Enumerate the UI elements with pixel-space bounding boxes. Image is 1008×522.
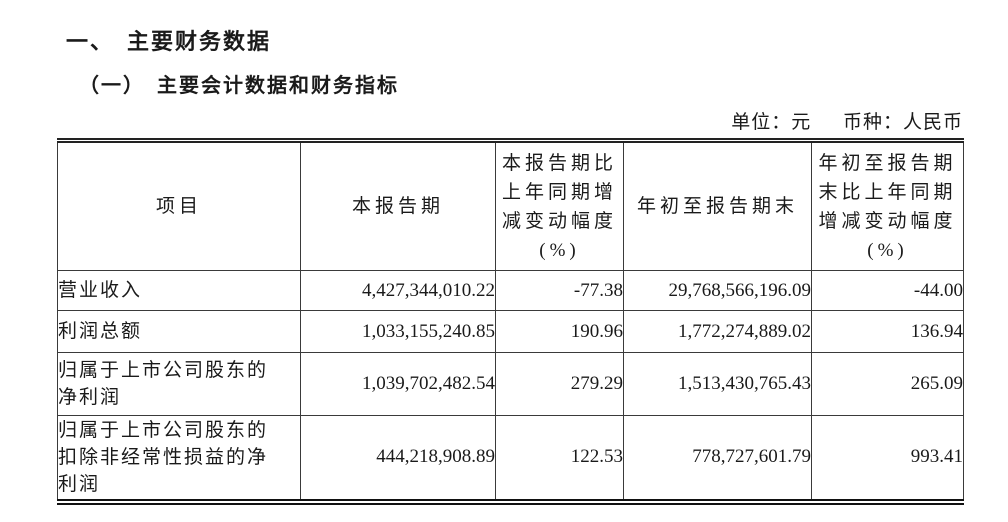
cell-year-to-date-change: 993.41 <box>811 415 964 502</box>
cell-current-period: 1,039,702,482.54 <box>300 352 496 416</box>
cell-current-period-change: 190.96 <box>495 310 624 353</box>
currency-label: 币种：人民币 <box>842 112 963 133</box>
row-item-label: 营业收入 <box>57 270 301 311</box>
table-row: 归属于上市公司股东的 扣除非经常性损益的净 利润 444,218,908.89 … <box>57 415 964 502</box>
cell-year-to-date-change: -44.00 <box>811 270 964 311</box>
unit-currency-line: 单位：元 币种：人民币 <box>57 107 963 134</box>
header-current-period: 本报告期 <box>300 140 496 271</box>
table-row: 营业收入 4,427,344,010.22 -77.38 29,768,566,… <box>57 270 964 311</box>
cell-year-to-date-change: 136.94 <box>811 310 964 353</box>
cell-current-period-change: 122.53 <box>495 415 624 502</box>
cell-year-to-date-change: 265.09 <box>811 352 964 416</box>
header-year-to-date-change: 年初至报告期 末比上年同期 增减变动幅度 (%) <box>811 140 964 271</box>
row-item-label: 利润总额 <box>57 310 301 353</box>
header-year-to-date: 年初至报告期末 <box>623 140 812 271</box>
header-item: 项目 <box>57 140 301 271</box>
section-title: 一、 主要财务数据 <box>66 29 272 54</box>
table-header-row: 项目 本报告期 本报告期比 上年同期增 减变动幅度 (%) 年初至报告期末 年初… <box>57 140 964 271</box>
unit-label: 单位：元 <box>731 112 812 133</box>
table-row: 归属于上市公司股东的 净利润 1,039,702,482.54 279.29 1… <box>57 352 964 416</box>
cell-current-period-change: 279.29 <box>495 352 624 416</box>
cell-year-to-date: 1,772,274,889.02 <box>623 310 812 353</box>
subsection-title: （一） 主要会计数据和财务指标 <box>79 75 399 97</box>
cell-year-to-date: 29,768,566,196.09 <box>623 270 812 311</box>
financial-data-table: 项目 本报告期 本报告期比 上年同期增 减变动幅度 (%) 年初至报告期末 年初… <box>57 138 964 505</box>
cell-year-to-date: 778,727,601.79 <box>623 415 812 502</box>
table-row: 利润总额 1,033,155,240.85 190.96 1,772,274,8… <box>57 310 964 353</box>
row-item-label: 归属于上市公司股东的 净利润 <box>57 352 301 416</box>
header-current-period-change: 本报告期比 上年同期增 减变动幅度 (%) <box>495 140 624 271</box>
cell-current-period: 444,218,908.89 <box>300 415 496 502</box>
cell-year-to-date: 1,513,430,765.43 <box>623 352 812 416</box>
row-item-label: 归属于上市公司股东的 扣除非经常性损益的净 利润 <box>57 415 301 502</box>
cell-current-period-change: -77.38 <box>495 270 624 311</box>
cell-current-period: 4,427,344,010.22 <box>300 270 496 311</box>
cell-current-period: 1,033,155,240.85 <box>300 310 496 353</box>
